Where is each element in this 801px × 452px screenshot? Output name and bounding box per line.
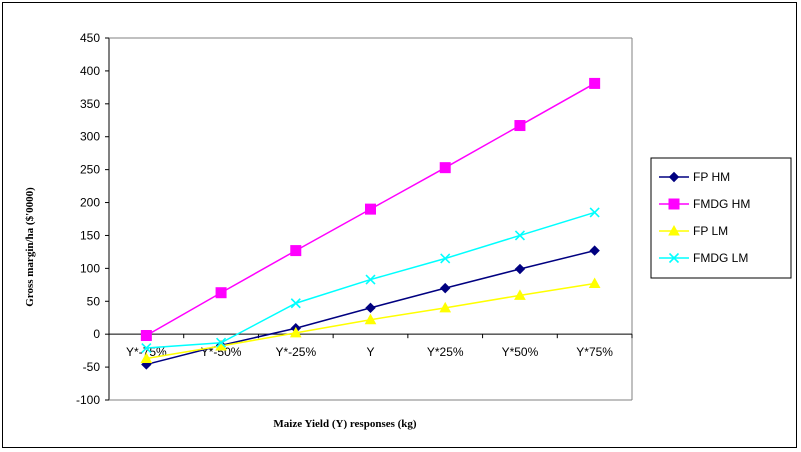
series-fp-lm [140, 277, 601, 364]
series-layer [140, 77, 601, 370]
data-point [589, 207, 600, 218]
y-tick-label: 350 [80, 97, 100, 111]
x-tick-label: Y*-25% [275, 345, 316, 359]
legend-marker [668, 198, 680, 210]
data-point [140, 352, 153, 364]
legend-label: FMDG HM [693, 197, 750, 211]
legend-label: FP HM [693, 170, 730, 184]
data-point [440, 253, 451, 264]
series-fmdg-hm [140, 77, 601, 341]
legend-entry: FMDG LM [659, 251, 748, 265]
data-point [439, 301, 452, 313]
data-point [290, 245, 302, 257]
legend: FP HM FMDG HM FP LM FMDG LM [650, 157, 792, 279]
data-point [589, 77, 601, 89]
data-point [289, 326, 302, 338]
x-tick-label: Y*50% [502, 345, 539, 359]
data-point [588, 277, 601, 289]
data-point [365, 274, 376, 285]
legend-marker [668, 252, 680, 264]
chart-frame: -100 -50 0 50 100 150 200 250 300 350 400 450 Y*-75%… [2, 2, 797, 448]
x-tick-label: Y*-75% [126, 345, 167, 359]
y-tick-label: -100 [76, 393, 100, 407]
y-tick-label: 0 [93, 327, 100, 341]
y-tick-label: 100 [80, 261, 100, 275]
data-point [365, 302, 376, 314]
data-point [215, 287, 227, 299]
x-tick-label: Y*25% [427, 345, 464, 359]
legend-entry: FP LM [659, 224, 728, 238]
data-point [290, 298, 301, 309]
data-point [439, 162, 451, 174]
y-tick-label: 150 [80, 228, 100, 242]
data-point [514, 263, 526, 275]
x-axis-title: Maize Yield (Y) responses (kg) [273, 418, 417, 430]
data-point [364, 313, 377, 325]
y-tick-label: 250 [80, 163, 100, 177]
legend-entry: FP HM [659, 170, 730, 184]
series-fmdg-lm [141, 207, 600, 354]
y-tick-label: 300 [80, 130, 100, 144]
data-point [440, 282, 451, 294]
y-axis-title: Gross margin/ha ($'0000) [24, 187, 36, 307]
data-point [514, 230, 525, 241]
legend-entry: FMDG HM [659, 197, 750, 211]
y-tick-label: 450 [80, 31, 100, 45]
y-tick-label: -50 [83, 360, 101, 374]
legend-marker [668, 224, 680, 236]
y-tick-label: 400 [80, 64, 100, 78]
y-tick-label: 50 [87, 294, 101, 308]
plot-area: -100 -50 0 50 100 150 200 250 300 350 400 450 Y*-75%… [76, 31, 633, 407]
data-point [141, 342, 152, 354]
legend-label: FP LM [693, 224, 728, 238]
legend-marker [668, 171, 680, 183]
line-chart: -100 -50 0 50 100 150 200 250 300 350 400 450 Y*-75%… [24, 31, 792, 430]
data-point [589, 245, 600, 256]
data-point [365, 203, 376, 215]
data-point [514, 289, 526, 300]
x-tick-label: Y*75% [576, 345, 613, 359]
legend-label: FMDG LM [693, 251, 748, 265]
data-point [140, 329, 152, 341]
x-tick-label: Y [366, 345, 374, 359]
y-tick-label: 200 [80, 196, 100, 210]
data-point [216, 337, 227, 348]
data-point [514, 120, 526, 132]
